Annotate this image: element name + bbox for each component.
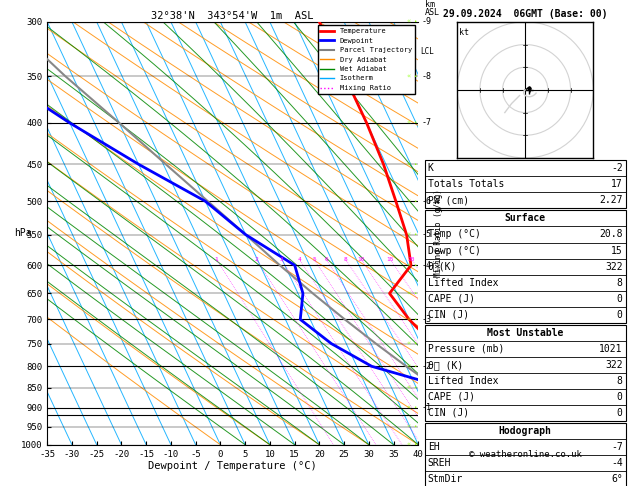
Text: «: « [406,198,411,204]
Text: 2: 2 [255,257,259,261]
Text: 8: 8 [343,257,347,261]
Text: CAPE (J): CAPE (J) [428,392,475,402]
Text: •: • [413,199,417,204]
Text: 5: 5 [312,257,316,261]
Text: © weatheronline.co.uk: © weatheronline.co.uk [469,450,582,459]
Text: •: • [413,73,417,79]
Text: «: « [406,364,411,369]
Text: EH: EH [428,442,440,452]
Text: 3: 3 [279,257,283,261]
Text: 0: 0 [617,392,623,402]
Title: 32°38'N  343°54'W  1m  ASL: 32°38'N 343°54'W 1m ASL [152,11,314,21]
Text: 0: 0 [617,294,623,304]
Text: «: « [406,120,411,126]
Text: •: • [413,424,417,429]
Text: •: • [413,263,417,268]
Text: CIN (J): CIN (J) [428,408,469,418]
Text: Surface: Surface [504,213,546,224]
Text: 20: 20 [408,257,415,261]
Text: -4: -4 [611,458,623,468]
Text: StmDir: StmDir [428,474,463,484]
Text: PW (cm): PW (cm) [428,195,469,206]
Text: -2: -2 [611,163,623,174]
Text: 322: 322 [605,360,623,370]
Text: Most Unstable: Most Unstable [487,328,564,338]
Text: 6: 6 [324,257,328,261]
Text: -6: -6 [421,197,431,206]
Legend: Temperature, Dewpoint, Parcel Trajectory, Dry Adiabat, Wet Adiabat, Isotherm, Mi: Temperature, Dewpoint, Parcel Trajectory… [318,25,415,94]
Text: K: K [428,163,433,174]
Text: •: • [413,232,417,237]
Text: -2: -2 [421,362,431,371]
Text: 0: 0 [617,408,623,418]
Text: -7: -7 [611,442,623,452]
Text: 15: 15 [386,257,394,261]
Text: «: « [406,161,411,167]
Text: -3: -3 [421,315,431,324]
Text: 8: 8 [617,278,623,288]
Text: «: « [406,73,411,79]
Text: •: • [413,364,417,369]
Text: •: • [413,291,417,296]
Text: «: « [406,424,411,430]
Text: «: « [406,405,411,411]
Text: «: « [406,384,411,391]
Text: -9: -9 [421,17,431,26]
Text: 17: 17 [611,179,623,190]
Text: km
ASL: km ASL [425,0,440,17]
Text: 29.09.2024  06GMT (Base: 00): 29.09.2024 06GMT (Base: 00) [443,9,608,19]
Text: •: • [413,341,417,346]
Text: SREH: SREH [428,458,451,468]
Text: Hodograph: Hodograph [499,426,552,436]
Text: -5: -5 [421,230,431,239]
Text: 0: 0 [617,310,623,320]
Text: kt: kt [459,28,469,36]
Text: CAPE (J): CAPE (J) [428,294,475,304]
Text: Dewp (°C): Dewp (°C) [428,245,481,256]
Text: •: • [413,317,417,322]
Text: 4: 4 [298,257,301,261]
Text: 1021: 1021 [599,344,623,354]
Text: Mixing Ratio (g/kg): Mixing Ratio (g/kg) [434,190,443,277]
Text: -4: -4 [421,261,431,270]
Text: «: « [406,291,411,296]
Text: 6°: 6° [611,474,623,484]
Text: «: « [406,19,411,25]
Text: -1: -1 [421,403,431,412]
Text: -8: -8 [421,71,431,81]
Text: •: • [413,162,417,167]
Text: •: • [413,121,417,125]
Text: Pressure (mb): Pressure (mb) [428,344,504,354]
Text: «: « [406,316,411,322]
Text: Lifted Index: Lifted Index [428,376,498,386]
Text: 8: 8 [617,376,623,386]
Text: 10: 10 [357,257,365,261]
Text: Totals Totals: Totals Totals [428,179,504,190]
Text: «: « [406,341,411,347]
X-axis label: Dewpoint / Temperature (°C): Dewpoint / Temperature (°C) [148,461,317,471]
Text: «: « [406,232,411,238]
Text: 2.27: 2.27 [599,195,623,206]
Text: •: • [413,442,417,447]
Text: «: « [406,442,411,448]
Text: -7: -7 [421,119,431,127]
Text: •: • [413,385,417,390]
Text: LCL: LCL [420,47,434,56]
Text: 1: 1 [214,257,218,261]
Text: •: • [413,19,417,24]
Text: θᴇ(K): θᴇ(K) [428,261,457,272]
Text: 20.8: 20.8 [599,229,623,240]
Text: 322: 322 [605,261,623,272]
Text: «: « [406,262,411,268]
Text: Lifted Index: Lifted Index [428,278,498,288]
Text: CIN (J): CIN (J) [428,310,469,320]
Text: θᴇ (K): θᴇ (K) [428,360,463,370]
Text: Temp (°C): Temp (°C) [428,229,481,240]
Text: 15: 15 [611,245,623,256]
Text: •: • [413,405,417,410]
Text: hPa: hPa [14,228,32,238]
